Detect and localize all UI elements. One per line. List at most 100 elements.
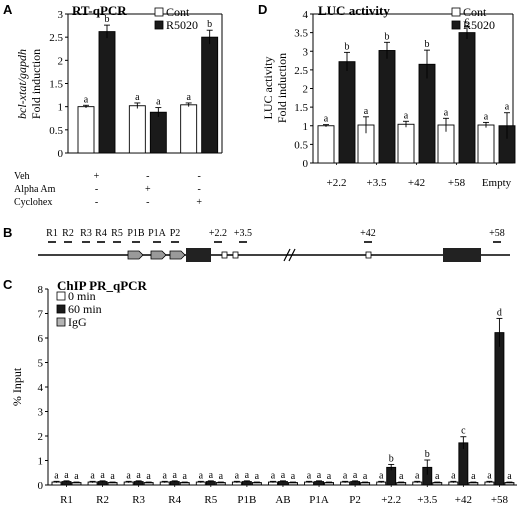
significance-label: b xyxy=(425,449,430,460)
significance-label: b xyxy=(425,39,430,50)
x-tick-label: +2.2 xyxy=(381,494,401,506)
y-axis-label-gene: bcl-xtat/gapdh xyxy=(15,49,29,119)
treatment-mark: - xyxy=(146,171,149,182)
significance-label: c xyxy=(461,426,466,437)
bar xyxy=(494,332,505,486)
significance-label: a xyxy=(404,110,409,121)
y-tick-label: 1.5 xyxy=(294,102,308,114)
panel-letter-d: D xyxy=(258,2,267,17)
bar xyxy=(201,36,219,154)
y-tick-label: 1 xyxy=(58,102,64,114)
significance-label: a xyxy=(209,470,214,481)
promoter-arrow-p1a xyxy=(150,250,167,260)
significance-label: a xyxy=(415,470,420,481)
legend-label: Cont xyxy=(166,5,190,19)
treatment-mark: + xyxy=(145,184,151,195)
exon-1 xyxy=(186,248,211,262)
x-tick-label: P2 xyxy=(349,494,361,506)
significance-label: a xyxy=(74,471,79,482)
significance-label: a xyxy=(271,470,276,481)
x-tick-label: P1A xyxy=(309,494,329,506)
element-box xyxy=(221,251,228,259)
treatment-row-label: Cyclohex xyxy=(14,197,52,208)
primer-label: +42 xyxy=(360,228,376,239)
y-tick-label: 3 xyxy=(38,407,44,419)
panel-letter-b: B xyxy=(3,225,12,240)
x-tick-label: +58 xyxy=(448,177,466,189)
significance-label: a xyxy=(399,471,404,482)
significance-label: a xyxy=(255,471,260,482)
x-tick-label: +3.5 xyxy=(367,177,387,189)
element-box xyxy=(365,251,372,259)
chart-title: RT-qPCR xyxy=(72,3,127,18)
element-box xyxy=(232,251,239,259)
promoter-arrow-p1b xyxy=(127,250,144,260)
bar xyxy=(378,50,396,164)
x-tick-label: +42 xyxy=(455,494,472,506)
significance-label: a xyxy=(173,470,178,481)
promoter-arrow-p2 xyxy=(169,250,186,260)
significance-label: b xyxy=(345,41,350,52)
y-tick-label: 2 xyxy=(58,55,64,67)
legend-swatch-cont xyxy=(451,7,461,17)
significance-label: a xyxy=(307,470,312,481)
y-tick-label: 2 xyxy=(38,431,44,443)
treatment-row-label: Alpha Am xyxy=(14,184,56,195)
significance-label: b xyxy=(385,31,390,42)
y-tick-label: 3 xyxy=(303,46,309,58)
significance-label: a xyxy=(136,470,141,481)
x-tick-label: R5 xyxy=(204,494,217,506)
primer-label: P2 xyxy=(170,228,181,239)
x-tick-label: +42 xyxy=(408,177,425,189)
treatment-mark: + xyxy=(196,197,202,208)
treatment-mark: + xyxy=(94,171,100,182)
legend-label: 60 min xyxy=(68,302,102,316)
y-tick-label: 0 xyxy=(58,148,64,160)
significance-label: a xyxy=(126,470,131,481)
legend-swatch xyxy=(56,304,66,314)
significance-label: a xyxy=(54,470,59,481)
significance-label: a xyxy=(156,97,161,108)
y-axis-label-top: LUC activity xyxy=(261,57,275,120)
significance-label: a xyxy=(353,470,358,481)
primer-label: R3 xyxy=(80,228,92,239)
chart-title: LUC activity xyxy=(318,3,390,18)
y-tick-label: 4 xyxy=(303,9,309,21)
primer-label: P1B xyxy=(127,228,145,239)
y-axis-label: % Input xyxy=(10,367,24,406)
y-tick-label: 0 xyxy=(38,480,44,492)
significance-label: a xyxy=(146,471,151,482)
significance-label: b xyxy=(105,14,110,25)
gene-diagram: R1 R2 R3 R4 R5 P1B P1A P2 +2.2 +3.5 +42 +58 xyxy=(38,228,510,262)
x-tick-label: R4 xyxy=(168,494,181,506)
treatment-mark: - xyxy=(95,184,98,195)
treatment-mark: - xyxy=(95,197,98,208)
x-tick-label: Empty xyxy=(482,177,512,189)
chart-d: 0 0.5 1 1.5 2 2.5 3 3.5 4 a b +2.2 a b +3.5 a b +42 a c +58 a… xyxy=(261,3,516,189)
primer-label: P1A xyxy=(148,228,167,239)
significance-label: d xyxy=(497,307,502,318)
significance-label: a xyxy=(324,114,329,125)
y-tick-label: 2.5 xyxy=(294,65,308,77)
x-tick-label: +2.2 xyxy=(327,177,347,189)
primer-label: R5 xyxy=(111,228,123,239)
x-tick-label: P1B xyxy=(237,494,256,506)
y-tick-label: 1 xyxy=(303,121,309,133)
x-tick-label: AB xyxy=(275,494,290,506)
significance-label: a xyxy=(186,92,191,103)
legend-swatch xyxy=(56,291,66,301)
y-tick-label: 0 xyxy=(303,158,309,170)
panel-letter-c: C xyxy=(3,277,13,292)
bar xyxy=(458,442,469,486)
legend-swatch-r5020 xyxy=(154,20,164,30)
significance-label: a xyxy=(100,470,105,481)
legend-label: 0 min xyxy=(68,289,96,303)
x-tick-label: R2 xyxy=(96,494,109,506)
bar xyxy=(180,104,198,154)
significance-label: a xyxy=(245,470,250,481)
chart-title: ChIP PR_qPCR xyxy=(57,278,148,293)
legend-swatch-r5020 xyxy=(451,20,461,30)
treatment-mark: - xyxy=(146,197,149,208)
x-tick-label: R1 xyxy=(60,494,73,506)
